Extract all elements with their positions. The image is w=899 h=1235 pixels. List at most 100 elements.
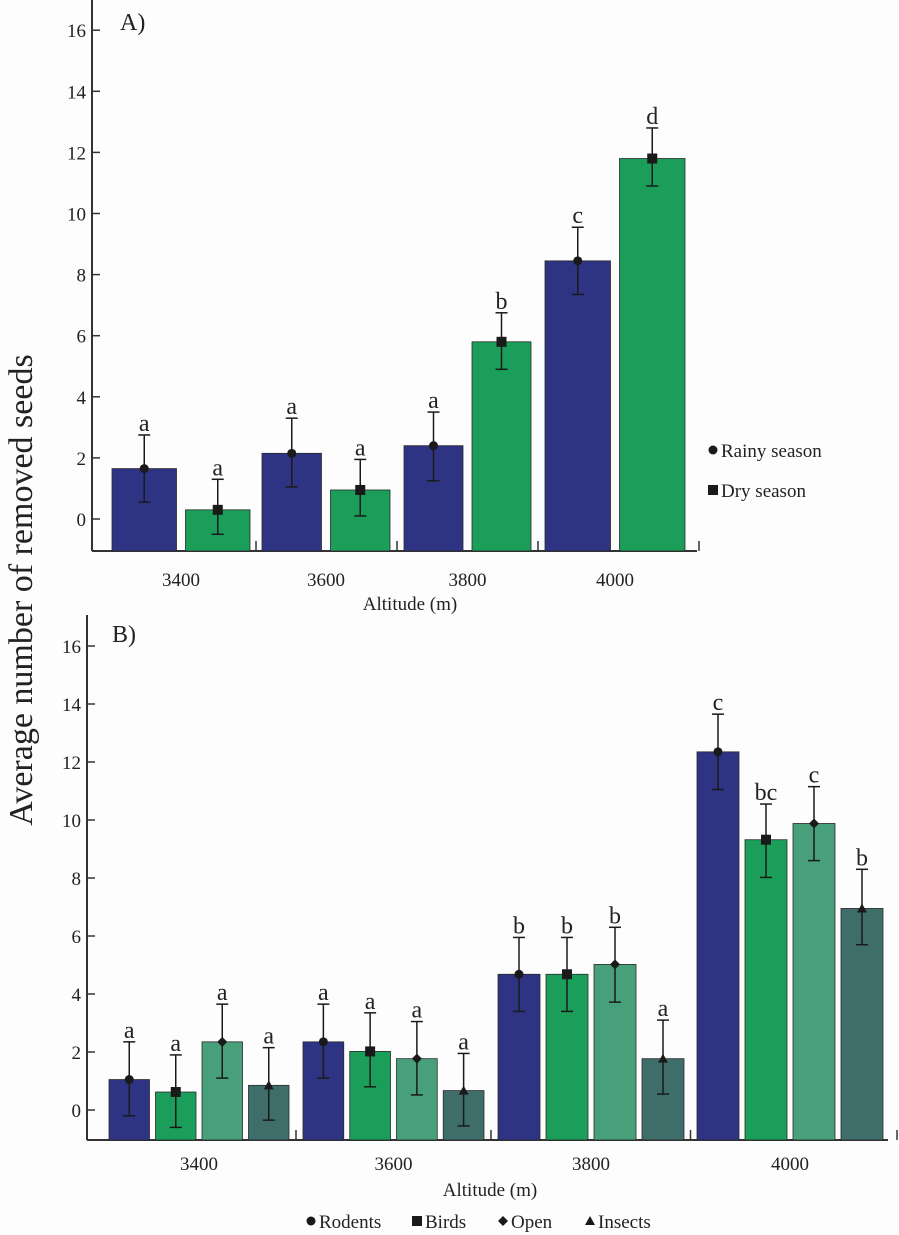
panel-1-x-tick-label: 3400 (180, 1154, 218, 1175)
panel-1-y-tick-label: 16 (62, 637, 81, 658)
panel-0-y-tick-label: 8 (77, 266, 87, 287)
panel-1-mean-marker (365, 1046, 376, 1057)
panel-1-significance-label: c (809, 763, 820, 789)
panel-0-significance-label: b (496, 289, 508, 315)
panel-1-bar-open (792, 823, 836, 1141)
panel-1-mean-marker (458, 1085, 469, 1095)
panel-0-mean-marker (573, 256, 583, 266)
panel-1-mean-marker (514, 969, 524, 979)
panel-1-bar-rodents (696, 751, 740, 1141)
panel-0-x-tick-label: 3600 (307, 570, 345, 591)
panel-1-y-tick-label: 12 (62, 753, 81, 774)
panel-b: B) Altitude (m) 0 2 4 6 8 10 12 14 16 3400 a a a a 360… (62, 615, 898, 1233)
panel-1-y-tick-label: 10 (62, 811, 81, 832)
panel-1-mean-marker (263, 1080, 274, 1090)
panel-a: A) Altitude (m) 0 2 4 6 8 10 12 14 16 3400 a a 3600 a… (67, 0, 822, 615)
panel-1-significance-label: b (513, 913, 525, 939)
panel-1-mean-marker (713, 747, 723, 757)
panel-1-significance-label: a (263, 1024, 274, 1050)
panel-0-bar-rainy-season (544, 260, 611, 552)
panel-0-mean-marker (355, 484, 366, 495)
panel-1-x-tick-label: 3600 (375, 1154, 413, 1175)
panel-0-significance-label: a (212, 455, 223, 481)
panel-0-y-tick-label: 14 (67, 82, 87, 103)
panel-1-significance-label: a (365, 989, 376, 1015)
panel-0-bar-dry-season (619, 158, 686, 552)
panel-0-mean-marker (139, 464, 149, 474)
panel-1-significance-label: b (609, 903, 621, 929)
panel-1-legend-label: Birds (425, 1212, 466, 1233)
panel-1-bar-insects (840, 908, 884, 1141)
panel-0-mean-marker (647, 153, 658, 164)
panel-b-x-axis-title: Altitude (m) (443, 1180, 537, 1201)
panel-1-y-tick-label: 8 (72, 869, 82, 890)
panel-0-y-tick-label: 0 (77, 510, 87, 531)
panel-1-mean-marker (170, 1087, 181, 1098)
y-axis-title: Average number of removed seeds (3, 354, 40, 825)
panel-0-y-tick-label: 10 (67, 205, 86, 226)
panel-1-y-tick-label: 14 (62, 695, 82, 716)
panel-1-legend-label: Open (511, 1212, 553, 1233)
panel-a-x-axis-title: Altitude (m) (363, 594, 457, 615)
panel-1-y-tick-label: 6 (72, 927, 82, 948)
panel-0-mean-marker (429, 441, 438, 451)
panel-a-label: A) (120, 10, 145, 36)
panel-1-y-tick-label: 0 (72, 1101, 82, 1122)
panel-0-legend-label: Dry season (721, 481, 806, 502)
panel-1-legend-marker (412, 1216, 422, 1226)
panel-1-legend-label: Insects (598, 1212, 651, 1233)
panel-0-x-tick-label: 4000 (596, 570, 634, 591)
panel-0-significance-label: a (139, 411, 150, 437)
panel-0-x-tick-label: 3400 (162, 570, 200, 591)
panel-1-significance-label: a (318, 980, 329, 1006)
panel-0-y-tick-label: 16 (67, 21, 86, 42)
panel-0-legend-label: Rainy season (721, 441, 822, 462)
panel-1-significance-label: c (713, 690, 724, 716)
panel-1-significance-label: a (412, 998, 423, 1024)
panel-1-significance-label: bc (755, 780, 778, 806)
panel-0-mean-marker (496, 336, 507, 347)
panel-1-mean-marker (809, 818, 819, 829)
panel-1-mean-marker (411, 1053, 422, 1064)
panel-0-significance-label: d (646, 104, 658, 130)
panel-1-significance-label: b (561, 913, 573, 939)
panel-1-mean-marker (857, 903, 867, 913)
panel-1-legend-marker (585, 1216, 595, 1225)
panel-1-significance-label: a (458, 1029, 469, 1055)
panel-0-legend-marker (708, 485, 718, 495)
panel-0-significance-label: c (572, 203, 583, 229)
panel-0-significance-label: a (428, 388, 439, 414)
panel-1-mean-marker (610, 959, 620, 970)
panel-1-significance-label: a (217, 980, 228, 1006)
panel-0-y-tick-label: 12 (67, 143, 86, 164)
panel-1-y-tick-label: 4 (72, 985, 82, 1006)
panel-0-significance-label: a (286, 394, 297, 420)
panel-1-mean-marker (761, 834, 771, 845)
panel-1-x-tick-label: 4000 (771, 1154, 809, 1175)
panel-1-mean-marker (217, 1036, 228, 1047)
panel-0-legend-marker (708, 445, 718, 455)
panel-0-y-tick-label: 2 (77, 449, 87, 470)
panel-1-significance-label: a (124, 1018, 135, 1044)
panel-0-mean-marker (287, 448, 297, 458)
panel-1-y-tick-label: 2 (72, 1043, 82, 1064)
panel-0-significance-label: a (355, 435, 366, 461)
panel-1-significance-label: b (856, 845, 868, 871)
panel-0-mean-marker (212, 504, 223, 515)
panel-1-legend-marker (306, 1216, 316, 1226)
panel-1-legend-label: Rodents (319, 1212, 381, 1233)
panel-1-legend-marker (498, 1216, 508, 1226)
panel-b-label: B) (112, 622, 136, 648)
panel-1-bar-birds (744, 839, 788, 1141)
panel-0-x-tick-label: 3800 (449, 570, 487, 591)
panel-0-bar-dry-season (471, 341, 532, 552)
panel-0-y-tick-label: 6 (77, 327, 87, 348)
panel-1-mean-marker (658, 1053, 668, 1063)
panel-1-mean-marker (318, 1037, 328, 1047)
panel-0-y-tick-label: 4 (77, 388, 87, 409)
panel-1-significance-label: a (658, 996, 669, 1022)
panel-1-mean-marker (124, 1075, 134, 1085)
panel-1-x-tick-label: 3800 (572, 1154, 610, 1175)
panel-1-significance-label: a (170, 1031, 181, 1057)
